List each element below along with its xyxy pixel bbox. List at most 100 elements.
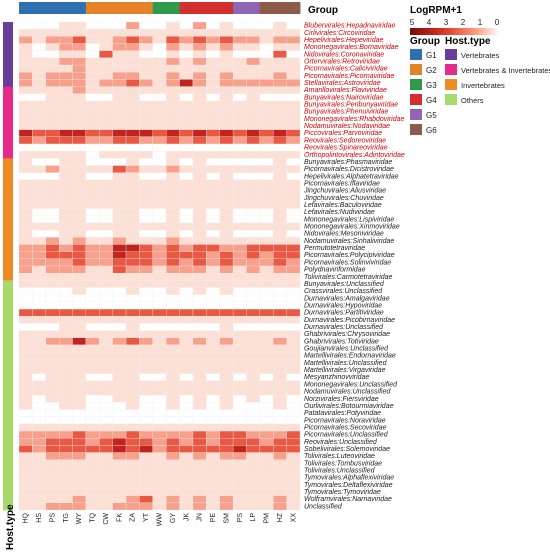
- heatmap-cell: [219, 222, 234, 231]
- heatmap-cell: [152, 294, 167, 303]
- heatmap-cell: [112, 165, 127, 173]
- heatmap-cell: [219, 473, 234, 482]
- heatmap-cell: [85, 366, 100, 374]
- heatmap-cell: [72, 359, 87, 367]
- heatmap-cell: [125, 115, 140, 123]
- heatmap-cell: [18, 72, 33, 80]
- heatmap-cell: [166, 186, 180, 195]
- heatmap-cell: [58, 416, 73, 425]
- heatmap-cell: [166, 445, 180, 453]
- heatmap-cell: [219, 438, 234, 446]
- heatmap-cell: [286, 402, 301, 410]
- heatmap-cell: [112, 409, 127, 417]
- heatmap-cell: [259, 452, 274, 460]
- heatmap-cell: [179, 244, 194, 252]
- heatmap-cell: [45, 136, 60, 145]
- heatmap-cell: [139, 229, 153, 238]
- heatmap-cell: [85, 64, 100, 73]
- heatmap-cell: [259, 29, 274, 37]
- heatmap-cell: [125, 143, 140, 152]
- heatmap-cell: [232, 280, 247, 288]
- heatmap-cell: [112, 129, 127, 137]
- heatmap-cell: [259, 395, 274, 403]
- heatmap-cell: [72, 387, 87, 396]
- heatmap-cell: [192, 115, 207, 123]
- heatmap-cell: [112, 380, 127, 389]
- heatmap-cell: [259, 387, 274, 396]
- row-label: Tymovirales:Tymoviridae: [304, 489, 381, 496]
- heatmap-cell: [58, 337, 73, 346]
- group-legend-swatch: [410, 109, 422, 120]
- heatmap-cell: [179, 445, 194, 453]
- heatmap-cell: [85, 459, 100, 468]
- heatmap-cell: [18, 29, 33, 37]
- heatmap-cell: [206, 43, 220, 51]
- heatmap-cell: [58, 115, 73, 123]
- heatmap-cell: [125, 122, 140, 130]
- heatmap-cell: [273, 466, 287, 475]
- heatmap-cell: [45, 502, 60, 511]
- column-label: LP: [250, 513, 257, 522]
- row-label: Orthopolintovirales:Adintoviridae: [304, 152, 405, 159]
- heatmap-cell: [112, 287, 127, 295]
- row-label: Mononegavirales:Lispiviridae: [304, 216, 394, 223]
- heatmap-cell: [99, 208, 113, 216]
- heatmap-cell: [192, 29, 207, 37]
- heatmap-cell: [85, 258, 100, 267]
- heatmap-cell: [85, 79, 100, 87]
- heatmap-cell: [32, 294, 46, 303]
- heatmap-cell: [58, 409, 73, 417]
- heatmap-cell: [72, 122, 87, 130]
- heatmap-cell: [45, 344, 60, 353]
- heatmap-cell: [206, 423, 220, 432]
- heatmap-cell: [179, 330, 194, 338]
- heatmap-cell: [85, 136, 100, 145]
- heatmap-cell: [219, 72, 234, 80]
- heatmap-cell: [152, 438, 167, 446]
- host-bar-segment: [3, 251, 13, 260]
- heatmap-cell: [112, 107, 127, 116]
- heatmap-cell: [206, 308, 220, 317]
- heatmap-cell: [206, 316, 220, 324]
- heatmap-cell: [246, 502, 261, 511]
- heatmap-cell: [166, 359, 180, 367]
- heatmap-cell: [166, 143, 180, 152]
- row-label: Jingchuvirales:Chuviridae: [303, 195, 384, 202]
- column-label: JN: [197, 513, 204, 522]
- heatmap-cell: [32, 380, 46, 389]
- heatmap-cell: [152, 129, 167, 137]
- heatmap-cell: [232, 57, 247, 66]
- heatmap-cell: [125, 373, 140, 381]
- heatmap-cell: [219, 301, 234, 310]
- heatmap-cell: [286, 186, 301, 195]
- heatmap-cell: [112, 373, 127, 381]
- heatmap-cell: [152, 502, 167, 511]
- heatmap-cell: [72, 172, 87, 181]
- host-type-bar-title: Host.type: [5, 504, 16, 550]
- row-label: Stellavirales:Astroviridae: [304, 80, 381, 87]
- heatmap-cell: [192, 179, 207, 188]
- heatmap-cell: [72, 72, 87, 80]
- host-bar-segment: [3, 194, 13, 202]
- heatmap-cell: [139, 473, 153, 482]
- heatmap-cell: [152, 222, 167, 231]
- row-label: Lefavirales:Baculoviridae: [304, 202, 382, 209]
- heatmap-cell: [99, 265, 113, 274]
- heatmap-cell: [192, 136, 207, 145]
- heatmap-cell: [99, 280, 113, 288]
- heatmap-cell: [246, 337, 261, 346]
- heatmap-cell: [206, 488, 220, 496]
- heatmap-cell: [166, 165, 180, 173]
- heatmap-cell: [112, 438, 127, 446]
- host-bar-segment: [3, 352, 13, 360]
- heatmap-cell: [99, 222, 113, 231]
- heatmap-cell: [125, 380, 140, 389]
- row-label: Bunyavirales:Nairoviridae: [304, 94, 383, 101]
- heatmap-cell: [99, 201, 113, 209]
- column-label: FK: [116, 513, 123, 522]
- heatmap-cell: [286, 115, 301, 123]
- heatmap-cell: [125, 430, 140, 439]
- host-bar-segment: [3, 294, 13, 303]
- heatmap-cell: [273, 244, 287, 252]
- group-legend-swatch: [410, 124, 422, 135]
